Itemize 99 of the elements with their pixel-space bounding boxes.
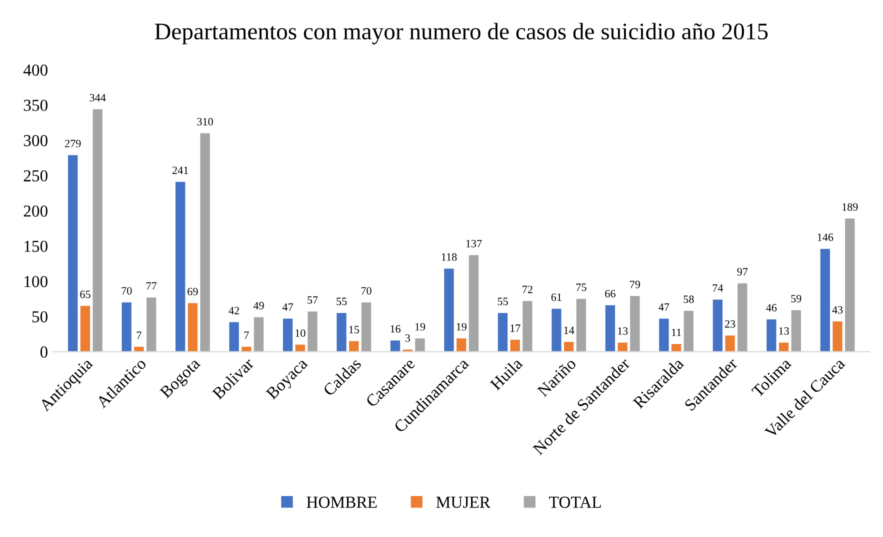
data-label: 79 bbox=[630, 280, 640, 288]
data-label: 74 bbox=[712, 284, 724, 292]
data-label: 70 bbox=[122, 287, 132, 295]
data-label: 14 bbox=[564, 326, 574, 334]
data-label: 23 bbox=[724, 320, 736, 328]
data-label: 344 bbox=[90, 94, 106, 102]
data-label: 19 bbox=[415, 323, 426, 331]
bar bbox=[778, 342, 789, 352]
data-label: 279 bbox=[65, 140, 81, 148]
data-label: 3 bbox=[405, 334, 410, 342]
legend-label: MUJER bbox=[436, 496, 490, 508]
bar bbox=[738, 283, 748, 352]
bar bbox=[576, 298, 586, 352]
data-label: 7 bbox=[136, 332, 142, 339]
bar bbox=[415, 338, 425, 352]
data-label: 42 bbox=[228, 306, 240, 314]
data-label: 69 bbox=[188, 288, 198, 296]
bar bbox=[618, 342, 628, 352]
legend-label: HOMBRE bbox=[306, 496, 377, 508]
y-tick-label: 50 bbox=[32, 311, 48, 322]
y-tick-label: 350 bbox=[24, 100, 48, 111]
y-tick-label: 0 bbox=[40, 346, 48, 358]
data-label: 16 bbox=[390, 325, 400, 333]
bar bbox=[684, 310, 694, 352]
data-label: 7 bbox=[244, 332, 249, 339]
data-label: 137 bbox=[466, 240, 482, 248]
bar bbox=[444, 268, 454, 352]
data-label: 49 bbox=[253, 302, 264, 310]
y-tick-label: 150 bbox=[24, 240, 48, 252]
data-label: 77 bbox=[146, 282, 157, 290]
data-label: 19 bbox=[456, 323, 466, 331]
bar bbox=[564, 342, 574, 352]
bar bbox=[349, 341, 359, 352]
bar bbox=[659, 318, 669, 352]
data-label: 61 bbox=[551, 293, 562, 301]
bar bbox=[456, 338, 466, 352]
bar bbox=[92, 109, 102, 352]
bar bbox=[282, 318, 293, 352]
data-label: 55 bbox=[498, 298, 508, 306]
data-label: 55 bbox=[336, 298, 347, 306]
bar bbox=[766, 319, 776, 352]
data-label: 118 bbox=[442, 253, 457, 261]
data-label: 59 bbox=[791, 294, 802, 302]
bar bbox=[175, 182, 186, 352]
bar bbox=[361, 302, 372, 352]
y-tick-label: 400 bbox=[23, 64, 48, 76]
bar bbox=[498, 312, 508, 352]
data-label: 75 bbox=[576, 284, 586, 292]
data-label: 15 bbox=[349, 326, 360, 334]
data-label: 72 bbox=[522, 286, 532, 294]
data-label: 13 bbox=[779, 327, 789, 335]
data-label: 241 bbox=[172, 166, 188, 174]
y-tick-label: 100 bbox=[24, 276, 48, 288]
data-label: 47 bbox=[658, 303, 670, 311]
data-label: 66 bbox=[605, 290, 616, 298]
bar bbox=[229, 322, 239, 352]
data-label: 70 bbox=[361, 287, 372, 295]
bar bbox=[188, 303, 198, 352]
bar bbox=[845, 218, 855, 352]
bar bbox=[791, 310, 801, 352]
bar bbox=[308, 312, 318, 352]
legend-label: TOTAL bbox=[549, 496, 601, 508]
bar bbox=[336, 312, 346, 352]
bar bbox=[68, 155, 78, 352]
bar bbox=[510, 340, 520, 352]
bar bbox=[522, 300, 532, 352]
bar bbox=[832, 321, 842, 352]
data-label: 65 bbox=[80, 290, 90, 298]
bar bbox=[80, 306, 90, 352]
data-label: 11 bbox=[672, 328, 681, 336]
bar bbox=[122, 302, 132, 352]
bar bbox=[254, 317, 264, 352]
data-label: 13 bbox=[618, 327, 628, 335]
chart-title: Departamentos con mayor numero de casos de suicidio año 2015 bbox=[154, 22, 768, 44]
bar bbox=[605, 305, 616, 352]
data-label: 46 bbox=[766, 304, 777, 312]
data-label: 58 bbox=[684, 296, 694, 304]
bar bbox=[295, 344, 305, 352]
data-label: 189 bbox=[842, 203, 858, 211]
data-label: 310 bbox=[197, 118, 213, 126]
data-label: 10 bbox=[296, 329, 306, 337]
bar bbox=[200, 133, 210, 352]
bar bbox=[552, 308, 562, 352]
data-label: 17 bbox=[510, 324, 520, 332]
bar bbox=[146, 297, 156, 352]
data-label: 43 bbox=[832, 306, 843, 314]
y-tick-label: 250 bbox=[24, 170, 48, 182]
bar bbox=[712, 300, 723, 352]
data-label: 57 bbox=[308, 296, 318, 304]
bar bbox=[390, 340, 400, 352]
data-label: 97 bbox=[737, 268, 748, 276]
bar bbox=[820, 248, 830, 352]
bar bbox=[630, 296, 640, 352]
y-tick-label: 200 bbox=[24, 205, 48, 217]
y-tick-label: 300 bbox=[24, 134, 48, 146]
bar bbox=[725, 336, 735, 352]
bar bbox=[468, 255, 479, 352]
data-label: 146 bbox=[818, 234, 834, 242]
data-label: 47 bbox=[282, 303, 294, 311]
